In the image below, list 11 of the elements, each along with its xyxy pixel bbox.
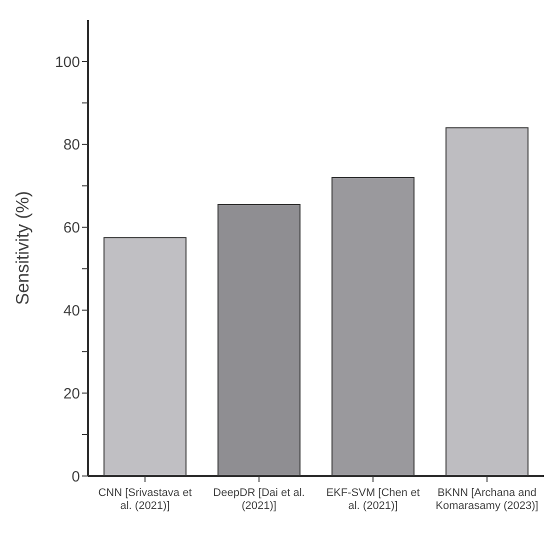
- y-tick-label: 0: [72, 468, 80, 486]
- y-tick-label: 100: [54, 54, 80, 71]
- x-tick-label: CNN [Srivastava et al. (2021)]: [98, 487, 192, 512]
- x-tick-label: BKNN [Archana and Komarasamy (2023)]: [436, 487, 538, 512]
- y-tick-label: 60: [63, 220, 80, 237]
- y-tick-label: 20: [63, 385, 80, 402]
- y-axis-title: Sensitivity (%): [12, 190, 32, 306]
- x-tick-label: DeepDR [Dai et al. (2021)]: [213, 487, 305, 512]
- y-tick-label: 80: [63, 136, 80, 154]
- y-tick-label: 40: [63, 302, 80, 320]
- x-tick-label: EKF-SVM [Chen et al. (2021)]: [326, 487, 420, 512]
